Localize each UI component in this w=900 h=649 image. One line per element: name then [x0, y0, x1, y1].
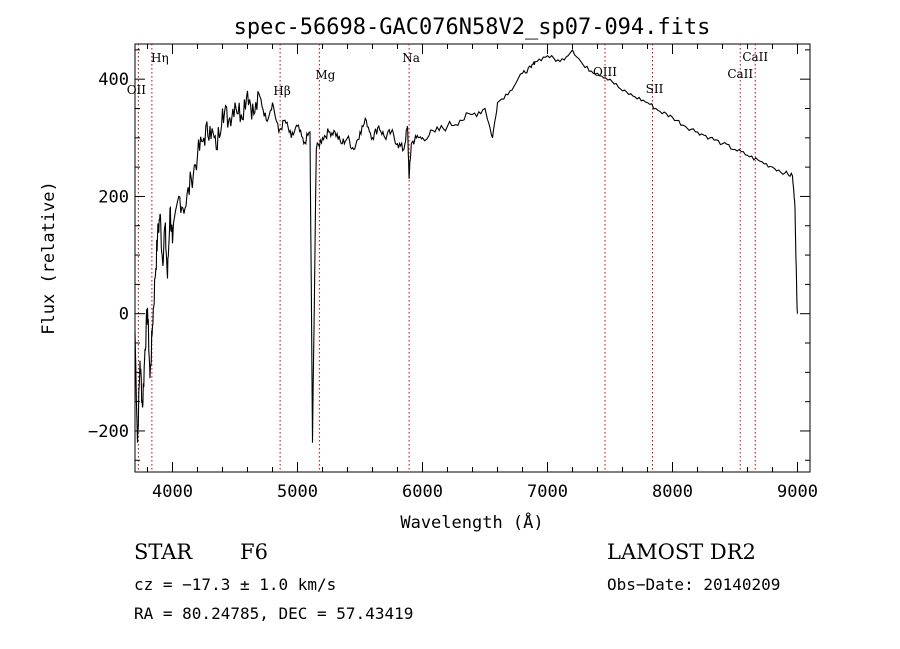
x-axis-label: Wavelength (Å) [400, 511, 543, 533]
spectrum-line [134, 48, 799, 443]
y-axis-label: Flux (relative) [39, 181, 59, 335]
spectral-line-label: OIII [593, 65, 617, 79]
y-tick-label: 200 [98, 187, 129, 207]
x-tick-label: 8000 [652, 482, 693, 502]
spectral-line-label: Hη [151, 51, 169, 65]
y-tick-label: 0 [119, 305, 129, 325]
observation-date: Obs−Date: 20140209 [607, 575, 781, 594]
spectral-line-label: Hβ [273, 84, 290, 98]
spectral-line-label: Na [402, 51, 420, 65]
survey-name: LAMOST DR2 [607, 540, 756, 564]
x-tick-label: 5000 [277, 482, 318, 502]
coordinates: RA = 80.24785, DEC = 57.43419 [134, 604, 414, 623]
object-class: STAR [134, 540, 193, 564]
object-subclass: F6 [240, 540, 268, 564]
redshift-value: cz = −17.3 ± 1.0 km/s [134, 575, 337, 594]
spectral-line-label: CaII [742, 50, 768, 64]
x-tick-label: 7000 [527, 482, 568, 502]
x-tick-label: 4000 [152, 482, 193, 502]
spectral-line-label: CaII [727, 67, 753, 81]
spectral-line-label: Mg [315, 68, 335, 82]
spectral-line-label: SII [646, 82, 664, 96]
spectral-line-label: OII [127, 83, 147, 97]
x-tick-label: 6000 [402, 482, 443, 502]
y-tick-label: −200 [88, 422, 129, 442]
chart-title: spec-56698-GAC076N58V2_sp07-094.fits [234, 15, 711, 40]
y-tick-label: 400 [98, 70, 129, 90]
x-tick-label: 9000 [777, 482, 818, 502]
